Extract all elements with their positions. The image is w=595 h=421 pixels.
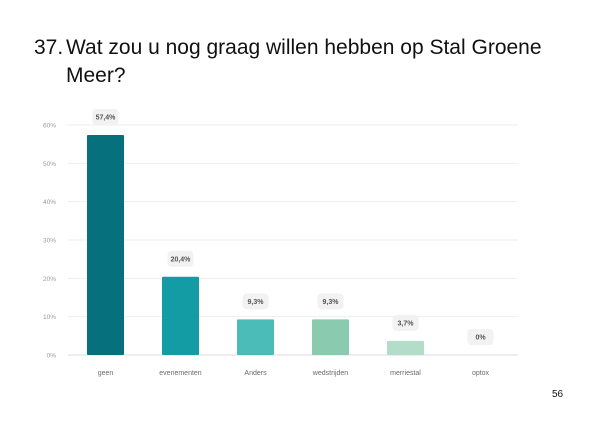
bar-anders: [237, 319, 274, 355]
y-tick-label: 20%: [43, 276, 56, 283]
data-label: 20,4%: [171, 256, 192, 263]
category-label: geen: [98, 370, 114, 377]
data-label-background: [92, 108, 119, 125]
y-tick-label: 10%: [43, 314, 56, 321]
data-label: 57,4%: [96, 114, 117, 121]
data-label-background: [392, 314, 419, 331]
data-label-background: [242, 293, 269, 310]
data-label: 9,3%: [323, 299, 340, 306]
bar-geen: [87, 134, 124, 355]
data-label-background: [167, 250, 194, 267]
category-label: wedstrijden: [312, 370, 349, 377]
category-label: optox: [472, 370, 490, 377]
question-text-line2: Meer?: [66, 64, 126, 87]
y-tick-label: 40%: [43, 199, 56, 206]
y-tick-label: 60%: [43, 123, 56, 130]
bar-merriestal: [387, 340, 424, 355]
page-number: 56: [552, 389, 564, 400]
category-label: evenementen: [159, 370, 202, 377]
data-label: 9,3%: [248, 299, 265, 306]
data-label-background: [317, 293, 344, 310]
y-tick-label: 30%: [43, 238, 56, 245]
question-number: 37.: [34, 36, 64, 59]
y-tick-label: 50%: [43, 161, 56, 168]
bar-evenementen: [162, 276, 199, 355]
category-label: merriestal: [390, 370, 421, 377]
bar-wedstrijden: [312, 319, 349, 355]
y-tick-label: 0%: [47, 353, 57, 360]
slide-title: 37. Wat zou u nog graag willen hebben op …: [34, 34, 554, 90]
data-label-background: [467, 329, 494, 345]
category-label: Anders: [244, 370, 267, 377]
data-label: 0%: [475, 335, 486, 342]
question-text-line1: Wat zou u nog graag willen hebben op Sta…: [66, 36, 542, 59]
data-label: 3,7%: [398, 320, 415, 327]
